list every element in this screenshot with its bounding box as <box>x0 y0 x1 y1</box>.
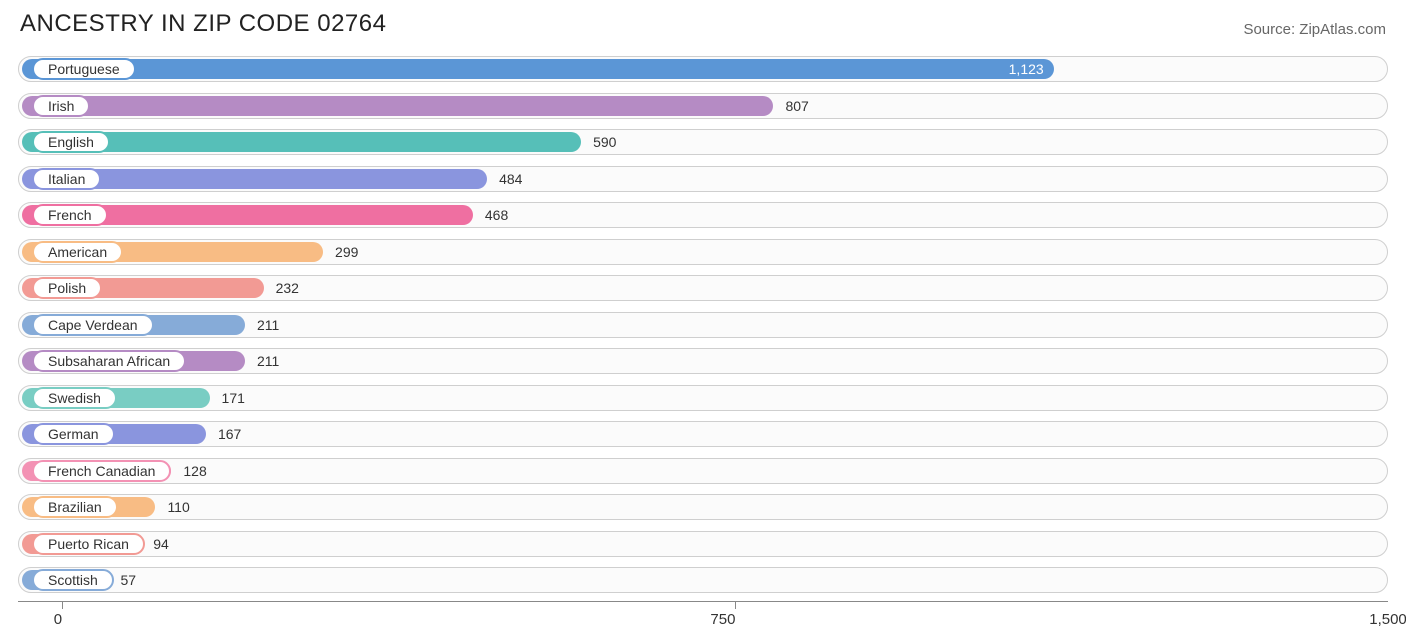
category-pill: Cape Verdean <box>32 314 154 336</box>
value-label: 232 <box>276 280 299 296</box>
x-axis-line <box>18 601 1388 602</box>
value-label: 57 <box>120 572 136 588</box>
chart-container: ANCESTRY IN ZIP CODE 02764 Source: ZipAt… <box>0 0 1406 644</box>
bar-row: Puerto Rican 94 <box>18 527 1388 561</box>
x-tick-label: 0 <box>54 611 62 628</box>
category-pill: French Canadian <box>32 460 171 482</box>
bar-row: Subsaharan African 211 <box>18 344 1388 378</box>
bar-row: Italian 484 <box>18 162 1388 196</box>
category-pill: Puerto Rican <box>32 533 145 555</box>
value-label: 590 <box>593 134 616 150</box>
value-label: 128 <box>183 463 206 479</box>
value-label: 211 <box>257 353 279 369</box>
plot-area: Portuguese 1,123 Irish 807 English 590 Italian… <box>18 52 1388 597</box>
bar-track <box>18 494 1388 520</box>
x-tick-mark <box>62 601 63 609</box>
value-label: 110 <box>167 499 189 515</box>
value-label: 484 <box>499 171 522 187</box>
bar-track <box>18 458 1388 484</box>
chart-source: Source: ZipAtlas.com <box>1243 21 1386 38</box>
x-tick: 1,500 <box>1388 601 1406 628</box>
x-axis: 07501,500 <box>18 601 1388 637</box>
value-label: 299 <box>335 244 358 260</box>
category-pill: German <box>32 423 115 445</box>
bar-row: Portuguese 1,123 <box>18 52 1388 86</box>
bar-track <box>18 531 1388 557</box>
bar-row: Scottish 57 <box>18 563 1388 597</box>
category-pill: American <box>32 241 123 263</box>
bar-row: Polish 232 <box>18 271 1388 305</box>
value-label: 94 <box>153 536 169 552</box>
data-bar <box>22 59 1054 79</box>
category-pill: Scottish <box>32 569 114 591</box>
bar-row: German 167 <box>18 417 1388 451</box>
x-tick: 750 <box>723 601 748 628</box>
bar-row: French Canadian 128 <box>18 454 1388 488</box>
value-label: 468 <box>485 207 508 223</box>
chart-title: ANCESTRY IN ZIP CODE 02764 <box>20 10 386 38</box>
value-label: 211 <box>257 317 279 333</box>
category-pill: Irish <box>32 95 90 117</box>
bar-row: Cape Verdean 211 <box>18 308 1388 342</box>
category-pill: French <box>32 204 108 226</box>
chart-header: ANCESTRY IN ZIP CODE 02764 Source: ZipAt… <box>18 10 1388 38</box>
bar-row: French 468 <box>18 198 1388 232</box>
x-tick: 0 <box>58 601 66 628</box>
data-bar <box>22 96 773 116</box>
bar-row: English 590 <box>18 125 1388 159</box>
x-tick-label: 1,500 <box>1369 611 1406 628</box>
bar-track <box>18 567 1388 593</box>
x-tick-mark <box>735 601 736 609</box>
category-pill: Italian <box>32 168 101 190</box>
category-pill: Subsaharan African <box>32 350 186 372</box>
value-label: 171 <box>222 390 245 406</box>
category-pill: Polish <box>32 277 102 299</box>
bar-row: Swedish 171 <box>18 381 1388 415</box>
bar-row: Irish 807 <box>18 89 1388 123</box>
category-pill: Swedish <box>32 387 117 409</box>
value-label: 807 <box>785 98 808 114</box>
value-label: 1,123 <box>1009 61 1044 77</box>
x-tick-label: 750 <box>710 611 735 628</box>
category-pill: Portuguese <box>32 58 136 80</box>
category-pill: Brazilian <box>32 496 118 518</box>
value-label: 167 <box>218 426 241 442</box>
bar-row: American 299 <box>18 235 1388 269</box>
category-pill: English <box>32 131 110 153</box>
bar-row: Brazilian 110 <box>18 490 1388 524</box>
